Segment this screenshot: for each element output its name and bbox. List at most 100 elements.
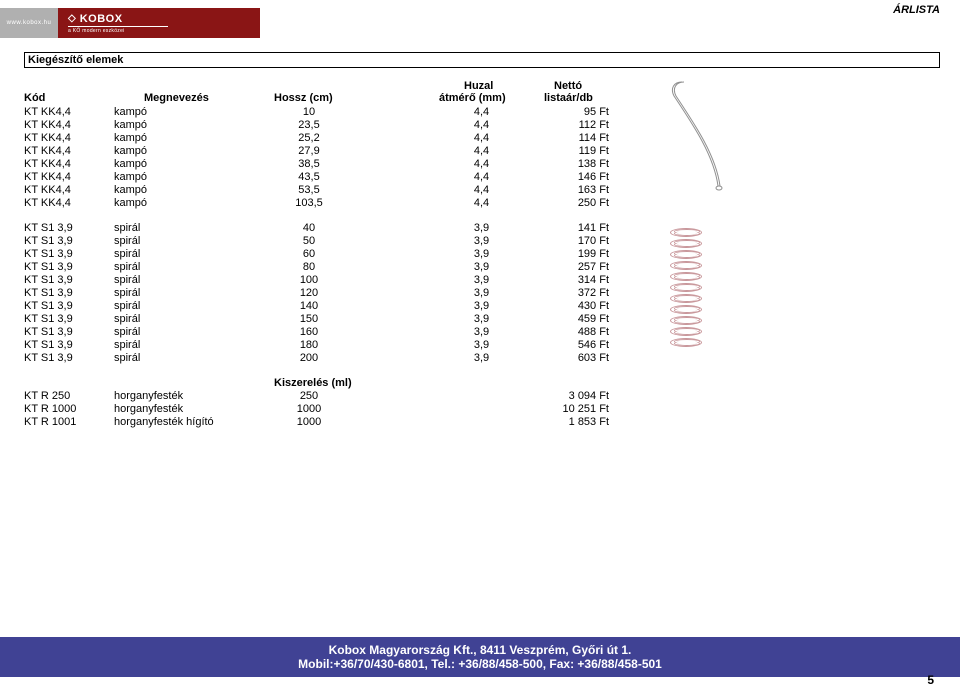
cell-huzal: 4,4 <box>454 184 509 196</box>
cell-megnevezes: kampó <box>114 106 234 118</box>
cell-megnevezes: kampó <box>114 145 234 157</box>
logo-right: ◇ KOBOX a KŐ modern eszközei <box>58 13 260 34</box>
table-row: KT R 1001horganyfesték hígító10001 853 F… <box>24 416 940 429</box>
table-header: Kód Megnevezés Hossz (cm) Huzal átmérő (… <box>24 82 940 106</box>
cell-kod: KT KK4,4 <box>24 106 109 118</box>
th-hossz: Hossz (cm) <box>274 92 333 104</box>
logo-subtitle: a KŐ modern eszközei <box>68 28 260 34</box>
cell-hossz: 43,5 <box>264 171 354 183</box>
cell-huzal: 4,4 <box>454 158 509 170</box>
table-row: KT KK4,4kampó38,54,4138 Ft <box>24 158 940 171</box>
cell-huzal: 3,9 <box>454 287 509 299</box>
cell-netto: 141 Ft <box>524 222 609 234</box>
table-row: KT S1 3,9spirál2003,9603 Ft <box>24 352 940 365</box>
logo-bar: www.kobox.hu ◇ KOBOX a KŐ modern eszköze… <box>0 8 260 38</box>
cell-kod: KT S1 3,9 <box>24 287 109 299</box>
cell-hossz: 50 <box>264 235 354 247</box>
table-row: KT S1 3,9spirál803,9257 Ft <box>24 261 940 274</box>
cell-kod: KT S1 3,9 <box>24 248 109 260</box>
cell-hossz: 40 <box>264 222 354 234</box>
th-kod: Kód <box>24 92 45 104</box>
cell-kod: KT KK4,4 <box>24 171 109 183</box>
page-number: 5 <box>927 673 934 687</box>
cell-hossz: 180 <box>264 339 354 351</box>
cell-huzal: 4,4 <box>454 197 509 209</box>
cell-kod: KT S1 3,9 <box>24 326 109 338</box>
cell-netto: 488 Ft <box>524 326 609 338</box>
footer-line2: Mobil:+36/70/430-6801, Tel.: +36/88/458-… <box>298 657 662 671</box>
cell-megnevezes: kampó <box>114 197 234 209</box>
cell-kod: KT S1 3,9 <box>24 313 109 325</box>
cell-kod: KT R 1001 <box>24 416 109 428</box>
cell-netto: 459 Ft <box>524 313 609 325</box>
cell-netto: 10 251 Ft <box>524 403 609 415</box>
cell-hossz: 1000 <box>264 416 354 428</box>
cell-netto: 603 Ft <box>524 352 609 364</box>
cell-megnevezes: spirál <box>114 261 234 273</box>
table-row: KT S1 3,9spirál1803,9546 Ft <box>24 339 940 352</box>
cell-netto: 163 Ft <box>524 184 609 196</box>
cell-megnevezes: horganyfesték <box>114 403 234 415</box>
table-row: KT S1 3,9spirál1003,9314 Ft <box>24 274 940 287</box>
cell-netto: 170 Ft <box>524 235 609 247</box>
table-row: KT KK4,4kampó43,54,4146 Ft <box>24 171 940 184</box>
cell-megnevezes: spirál <box>114 300 234 312</box>
cell-megnevezes: spirál <box>114 352 234 364</box>
cell-netto: 372 Ft <box>524 287 609 299</box>
table-row: KT S1 3,9spirál403,9141 Ft <box>24 222 940 235</box>
table-row: KT S1 3,9spirál1503,9459 Ft <box>24 313 940 326</box>
cell-hossz: 10 <box>264 106 354 118</box>
table-row: KT KK4,4kampó103,54,4250 Ft <box>24 197 940 210</box>
cell-megnevezes: kampó <box>114 158 234 170</box>
th-kiszereles: Kiszerelés (ml) <box>274 377 384 389</box>
cell-hossz: 1000 <box>264 403 354 415</box>
cell-kod: KT S1 3,9 <box>24 222 109 234</box>
table-row: KT S1 3,9 spirál 140 3,9 430 Ft <box>24 300 940 313</box>
page-label: ÁRLISTA <box>893 4 940 16</box>
cell-kod: KT S1 3,9 <box>24 300 109 312</box>
cell-netto: 546 Ft <box>524 339 609 351</box>
cell-huzal: 3,9 <box>454 274 509 286</box>
footer-line1: Kobox Magyarország Kft., 8411 Veszprém, … <box>329 643 632 657</box>
cell-netto: 257 Ft <box>524 261 609 273</box>
cell-huzal: 4,4 <box>454 106 509 118</box>
cell-netto: 112 Ft <box>524 119 609 131</box>
cell-netto: 430 Ft <box>524 300 609 312</box>
cell-megnevezes: spirál <box>114 339 234 351</box>
cell-kod: KT S1 3,9 <box>24 339 109 351</box>
cell-hossz: 120 <box>264 287 354 299</box>
subheader-kiszereles-row: Kiszerelés (ml) <box>24 377 940 390</box>
cell-hossz: 27,9 <box>264 145 354 157</box>
cell-netto: 314 Ft <box>524 274 609 286</box>
cell-kod: KT KK4,4 <box>24 132 109 144</box>
cell-kod: KT R 1000 <box>24 403 109 415</box>
cell-hossz: 150 <box>264 313 354 325</box>
cell-kod: KT KK4,4 <box>24 119 109 131</box>
table-row: KT S1 3,9 spirál 120 3,9 372 Ft <box>24 287 940 300</box>
logo-brand: KOBOX <box>80 13 123 25</box>
cell-megnevezes: spirál <box>114 222 234 234</box>
cell-huzal: 3,9 <box>454 300 509 312</box>
cell-megnevezes: horganyfesték hígító <box>114 416 234 428</box>
cell-hossz: 200 <box>264 352 354 364</box>
table-row: KT S1 3,9spirál1603,9488 Ft <box>24 326 940 339</box>
cell-huzal: 4,4 <box>454 119 509 131</box>
cell-netto: 114 Ft <box>524 132 609 144</box>
th-huzal-top: Huzal <box>464 80 493 92</box>
cell-netto: 3 094 Ft <box>524 390 609 402</box>
th-netto-bottom: listaár/db <box>544 92 593 104</box>
cell-kod: KT KK4,4 <box>24 145 109 157</box>
cell-kod: KT KK4,4 <box>24 197 109 209</box>
cell-kod: KT R 250 <box>24 390 109 402</box>
cell-huzal: 3,9 <box>454 261 509 273</box>
cell-megnevezes: spirál <box>114 287 234 299</box>
cell-hossz: 25,2 <box>264 132 354 144</box>
cell-hossz: 80 <box>264 261 354 273</box>
cell-megnevezes: spirál <box>114 235 234 247</box>
logo-url: www.kobox.hu <box>0 8 58 38</box>
logo-divider <box>68 26 168 27</box>
cell-hossz: 140 <box>264 300 354 312</box>
cell-megnevezes: kampó <box>114 184 234 196</box>
cell-kod: KT KK4,4 <box>24 184 109 196</box>
table-row: KT R 250horganyfesték2503 094 Ft <box>24 390 940 403</box>
